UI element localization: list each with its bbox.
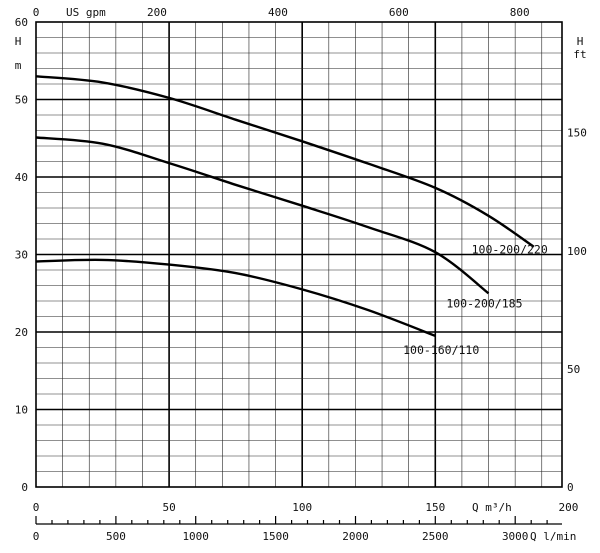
- lpm-tick-label: 2500: [422, 530, 449, 543]
- lpm-tick-label: 3000: [502, 530, 529, 543]
- bottom-tick-label: 150: [425, 501, 445, 514]
- top-tick-label: 800: [510, 6, 530, 19]
- series-label: 100-200/220: [472, 243, 548, 257]
- series-line-100-160/110: [35, 258, 436, 338]
- left-axis-label-top: H: [15, 35, 22, 48]
- right-axis-label-top: H: [577, 35, 584, 48]
- bottom-axis-label: Q m³/h: [472, 501, 512, 514]
- left-tick-label: 50: [15, 94, 28, 107]
- chart-curves: 100-200/220 100-200/185 100-160/110: [35, 75, 548, 357]
- left-axis-label-bottom: m: [15, 59, 22, 72]
- series-label: 100-160/110: [403, 343, 479, 357]
- right-tick-label: 50: [567, 363, 580, 376]
- chart-grid: [36, 22, 562, 487]
- top-axis-label: US gpm: [66, 6, 106, 19]
- lpm-tick-label: 0: [33, 530, 40, 543]
- series-line-100-200/220: [35, 75, 535, 248]
- left-tick-label: 30: [15, 249, 28, 262]
- left-tick-label: 20: [15, 326, 28, 339]
- top-tick-label: 400: [268, 6, 288, 19]
- left-tick-label: 0: [21, 481, 28, 494]
- lpm-tick-label: 1500: [262, 530, 289, 543]
- left-tick-label: 40: [15, 171, 28, 184]
- lpm-tick-label: 2000: [342, 530, 369, 543]
- top-tick-label: 600: [389, 6, 409, 19]
- bottom-tick-label: 0: [33, 501, 40, 514]
- right-axis-label-bottom: ft: [573, 48, 586, 61]
- series-label: 100-200/185: [446, 296, 522, 310]
- plot-frame: [35, 21, 563, 488]
- right-tick-label: 150: [567, 127, 587, 140]
- right-tick-label: 0: [567, 481, 574, 494]
- lpm-tick-label: 500: [106, 530, 126, 543]
- series-line-100-200/185: [35, 136, 490, 295]
- right-tick-label: 100: [567, 245, 587, 258]
- left-tick-label: 10: [15, 404, 28, 417]
- lpm-tick-label: 1000: [182, 530, 209, 543]
- lpm-scale-ticks: 0 500 1000 1500 2000 2500 3000: [33, 516, 548, 543]
- bottom-tick-label: 50: [162, 501, 175, 514]
- left-tick-label: 60: [15, 16, 28, 29]
- bottom-tick-label: 100: [292, 501, 312, 514]
- top-tick-label: 200: [147, 6, 167, 19]
- bottom-tick-label: 200: [558, 501, 578, 514]
- top-tick-label: 0: [33, 6, 40, 19]
- bottom2-axis-label: Q l/min: [530, 530, 576, 543]
